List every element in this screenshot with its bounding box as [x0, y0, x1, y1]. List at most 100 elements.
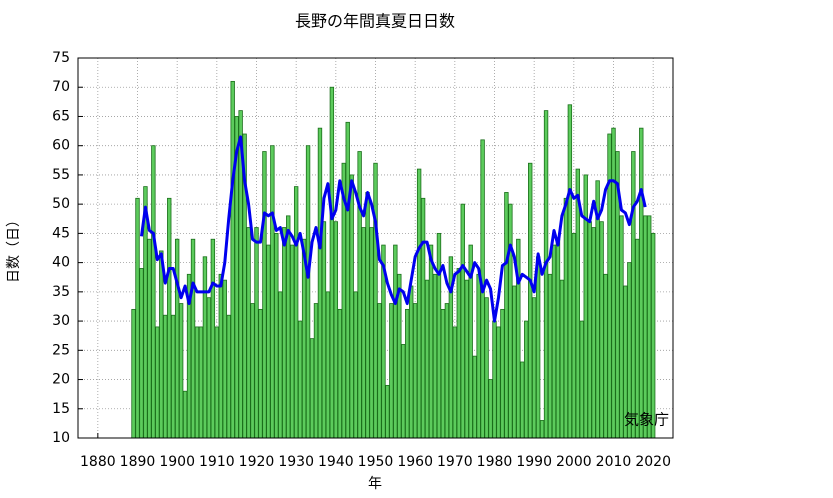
bar [531, 297, 537, 439]
bar [349, 174, 354, 439]
bar [500, 308, 505, 439]
x-tick-label: 1980 [477, 454, 513, 470]
bar [135, 197, 140, 439]
bar [420, 197, 426, 439]
bar [452, 326, 458, 439]
y-tick-label: 75 [52, 50, 70, 66]
bar [258, 308, 263, 439]
x-tick-label: 1890 [120, 454, 156, 470]
bar [250, 303, 255, 439]
bar [619, 215, 624, 439]
x-tick-label: 1920 [239, 454, 275, 470]
bar [547, 273, 553, 439]
bar [218, 273, 223, 439]
bar [520, 361, 525, 439]
x-tick-label: 1990 [516, 454, 552, 470]
x-tick-label: 2010 [596, 454, 632, 470]
bar [543, 110, 549, 439]
y-tick-label: 30 [52, 313, 70, 329]
bar [309, 338, 315, 439]
bar [286, 215, 291, 439]
y-tick-label: 10 [52, 430, 70, 446]
bar [484, 297, 489, 439]
bar [373, 162, 378, 439]
x-tick-label: 1940 [318, 454, 354, 470]
bar [405, 308, 410, 439]
bar [293, 186, 299, 439]
y-tick-label: 15 [52, 401, 70, 417]
x-tick-label: 1970 [437, 454, 473, 470]
bar [508, 203, 513, 439]
y-tick-label: 55 [52, 167, 70, 183]
bar [650, 232, 656, 439]
x-axis-label: 年 [368, 476, 382, 492]
bar [159, 250, 164, 439]
bar [246, 227, 251, 439]
bar [472, 355, 477, 439]
moving-average-line [139, 135, 647, 323]
x-tick-label: 2000 [556, 454, 592, 470]
bar [599, 221, 604, 439]
bar [325, 291, 331, 439]
bar [401, 344, 406, 439]
bar [345, 121, 350, 439]
y-tick-label: 65 [52, 108, 70, 124]
bar [333, 221, 339, 439]
bar [365, 192, 370, 439]
bar [389, 303, 394, 439]
bar [635, 238, 640, 439]
bar [393, 244, 398, 439]
bar [528, 162, 533, 439]
bar [440, 308, 446, 439]
bar [611, 127, 616, 439]
bar [337, 308, 342, 439]
bar [278, 291, 283, 439]
bar [266, 244, 271, 439]
bar [456, 268, 461, 439]
y-tick-label: 20 [52, 372, 70, 388]
bar [230, 80, 235, 439]
x-tick-label: 1950 [358, 454, 394, 470]
bar [178, 303, 184, 439]
bar [643, 215, 648, 439]
bar [305, 145, 311, 439]
bar [496, 326, 501, 439]
bar [147, 238, 152, 439]
bar [210, 238, 216, 439]
bar [579, 320, 584, 439]
x-tick-label: 1880 [80, 454, 116, 470]
bar [194, 326, 200, 439]
y-tick-label: 25 [52, 342, 70, 358]
y-tick-label: 45 [52, 225, 70, 241]
bar [424, 279, 430, 439]
bar [182, 390, 188, 439]
bar [436, 232, 442, 439]
x-tick-label: 1900 [159, 454, 195, 470]
bar [603, 273, 608, 439]
bar [226, 314, 231, 439]
bar [163, 314, 168, 439]
bar [353, 291, 358, 439]
bar [313, 303, 319, 439]
bar [155, 326, 160, 439]
bar [512, 285, 517, 439]
bar [321, 221, 327, 439]
bar [385, 384, 390, 439]
bar [131, 308, 136, 439]
bar [535, 256, 541, 439]
plot-frame [77, 57, 674, 439]
bar [432, 273, 438, 439]
bar [174, 238, 180, 439]
bar [559, 279, 565, 439]
bar [412, 303, 418, 439]
bar [190, 238, 196, 439]
bar [591, 227, 596, 439]
bar [488, 379, 493, 439]
bar [409, 285, 414, 439]
bar [555, 238, 561, 439]
x-tick-label: 2020 [635, 454, 671, 470]
bar [571, 232, 577, 439]
bar [492, 320, 497, 439]
x-tick-label: 1910 [199, 454, 235, 470]
